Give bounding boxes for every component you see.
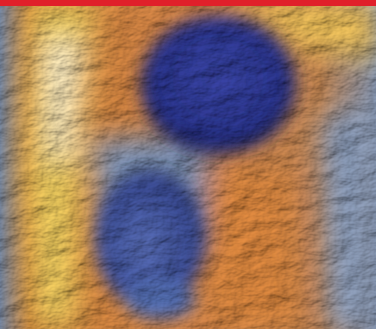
lower-cavity-tail	[125, 280, 195, 320]
bright-band	[45, 40, 80, 160]
lower-cavity	[95, 170, 205, 310]
right-gray	[320, 100, 376, 329]
upper-cavity	[140, 15, 296, 155]
yellow-band	[25, 0, 95, 329]
orange-fibers	[200, 170, 300, 329]
top-red-bar	[0, 0, 376, 6]
top-right-yellow	[230, 0, 376, 60]
